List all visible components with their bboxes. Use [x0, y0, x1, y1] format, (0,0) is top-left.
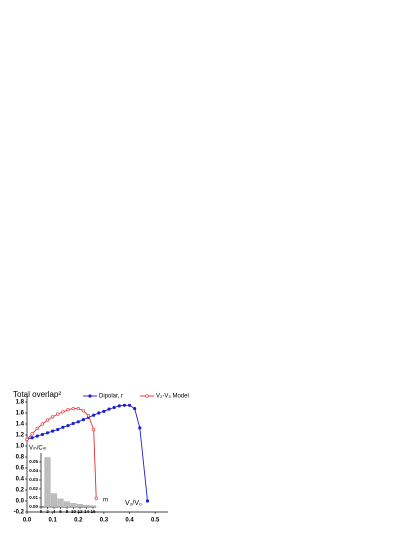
y-tick-label: 0.4 [16, 477, 25, 483]
x-tick-label: 10 [71, 509, 77, 514]
point [71, 421, 75, 426]
point [30, 436, 34, 440]
inset-x-label: m [103, 498, 108, 504]
legend-label: Dipolar, r [99, 394, 123, 400]
bar [83, 505, 90, 508]
x-tick-label: 0.3 [100, 518, 109, 524]
point [66, 424, 70, 428]
point [122, 403, 127, 407]
chart-title: Total overlap² [13, 390, 61, 399]
point [112, 405, 116, 410]
line [26, 408, 97, 499]
x-tick-label: 6 [59, 509, 62, 514]
x-tick-label: 0 [40, 509, 43, 514]
y-tick-label: 0.6 [16, 466, 25, 472]
point [107, 407, 111, 411]
point [138, 426, 142, 430]
y-tick-label: 0.05 [29, 459, 38, 464]
point [30, 432, 34, 436]
inset-y-label: Vₘ/Cₘ [29, 446, 47, 452]
point [127, 403, 132, 407]
legend-label: V₂-V₃ Model [156, 394, 189, 400]
point [86, 414, 91, 418]
point [35, 426, 39, 431]
y-tick-label: 1.0 [16, 444, 25, 450]
point [92, 427, 96, 432]
bar [76, 504, 84, 508]
x-axis-label: V₂/V₀ [125, 500, 142, 507]
bar [57, 498, 64, 508]
point [76, 420, 80, 424]
y-tick-label: 0.03 [29, 477, 38, 482]
point [25, 437, 29, 442]
bar [50, 493, 58, 508]
y-tick-label: 0.0 [16, 499, 25, 505]
bar [89, 505, 97, 508]
point [56, 412, 60, 416]
bar [44, 457, 51, 508]
point [51, 429, 55, 433]
point [71, 407, 75, 411]
y-tick-label: 0.00 [29, 504, 38, 509]
y-tick-label: 1.2 [16, 433, 25, 439]
point [92, 413, 96, 417]
point [81, 418, 85, 422]
legend-marker [145, 394, 149, 398]
x-tick-label: 0.5 [151, 518, 160, 524]
point [56, 427, 60, 432]
point [61, 425, 65, 429]
bar [70, 503, 77, 508]
point [97, 411, 101, 415]
point [45, 418, 50, 422]
y-tick-label: 0.02 [29, 486, 38, 491]
x-tick-label: 0.4 [125, 518, 134, 524]
point [117, 404, 121, 408]
point [102, 409, 106, 413]
point [45, 431, 50, 435]
x-tick-label: 0.2 [74, 518, 83, 524]
x-tick-label: 16 [90, 509, 96, 514]
point [145, 499, 150, 503]
x-tick-label: 0.1 [48, 518, 57, 524]
point [76, 407, 80, 411]
point [94, 496, 98, 500]
y-tick-label: 0.04 [29, 468, 38, 473]
point [51, 415, 55, 419]
point [61, 410, 65, 414]
y-tick-label: 1.4 [16, 422, 25, 428]
point [35, 434, 39, 438]
y-tick-label: 0.01 [29, 495, 38, 500]
y-tick-label: 0.2 [16, 488, 25, 494]
point [133, 407, 137, 411]
x-tick-label: 8 [66, 509, 69, 514]
x-tick-label: 0.0 [23, 518, 32, 524]
y-tick-label: 1.8 [16, 400, 25, 406]
x-tick-label: 12 [77, 509, 83, 514]
point [40, 432, 44, 437]
y-tick-label: -0.2 [14, 510, 25, 516]
x-tick-label: 4 [53, 509, 56, 514]
x-tick-label: 14 [84, 509, 90, 514]
legend-marker [88, 394, 92, 398]
y-tick-label: 1.6 [16, 411, 25, 417]
point [66, 408, 70, 412]
bar [63, 501, 71, 508]
point [40, 422, 44, 426]
x-tick-label: 2 [46, 509, 49, 514]
point [81, 409, 85, 413]
y-tick-label: 0.8 [16, 455, 25, 461]
